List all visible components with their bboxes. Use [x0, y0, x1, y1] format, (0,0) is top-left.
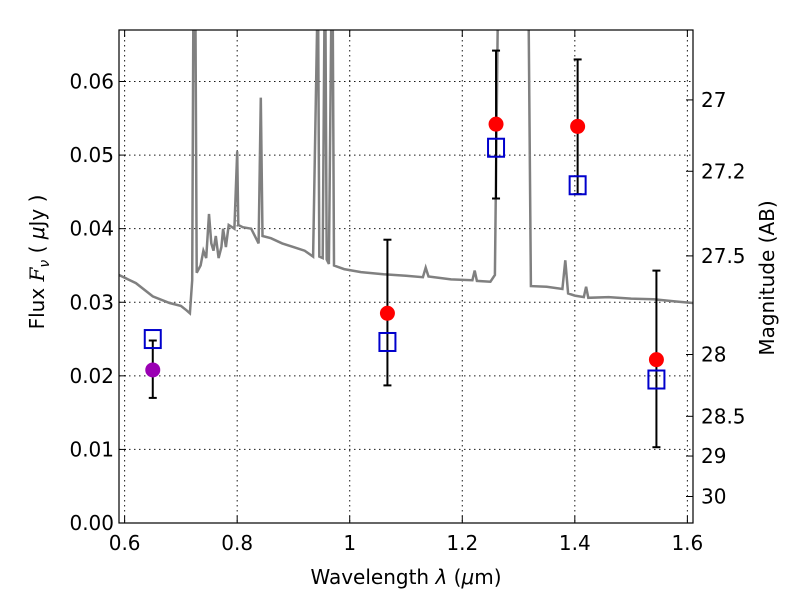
y2-tick-label: 27	[701, 88, 726, 112]
observed-points	[145, 116, 664, 378]
y2-tick-label: 27.2	[701, 159, 746, 183]
y2-axis-label: Magnitude (AB)	[755, 200, 779, 355]
x-tick-label: 1.6	[671, 531, 703, 555]
x-tick-label: 1.2	[446, 531, 478, 555]
x-tick-label: 0.8	[221, 531, 253, 555]
y-tick-label: 0.01	[69, 437, 114, 461]
x-tick-label: 1	[343, 531, 356, 555]
observed-point	[145, 362, 161, 378]
observed-point	[488, 116, 504, 132]
y2-tick-label: 28	[701, 342, 726, 366]
x-tick-label: 0.6	[109, 531, 141, 555]
y-tick-label: 0.00	[69, 511, 114, 535]
y2-tick-label: 29	[701, 444, 726, 468]
model-photometry-square	[143, 329, 162, 350]
y2-tick-label: 30	[701, 485, 726, 509]
model-photometry-square	[487, 137, 506, 158]
error-bars	[148, 49, 661, 449]
model-photometry-square	[647, 369, 666, 390]
model-photometry-square	[568, 175, 587, 196]
y-tick-label: 0.06	[69, 70, 114, 94]
y-tick-label: 0.04	[69, 217, 114, 241]
y-axis-label: Flux Fν ( μJy )	[25, 195, 53, 330]
y2-tick-label: 27.5	[701, 244, 746, 268]
y-tick-label: 0.03	[69, 290, 114, 314]
observed-point	[648, 352, 664, 368]
x-axis-label: Wavelength λ (μm)	[310, 565, 501, 589]
observed-point	[379, 305, 395, 321]
x-tick-label: 1.4	[559, 531, 591, 555]
y-tick-label: 0.05	[69, 143, 114, 167]
model-photometry-squares	[143, 137, 666, 390]
plot-frame	[118, 29, 694, 524]
model-photometry-square	[378, 331, 397, 352]
observed-point	[570, 118, 586, 134]
model-spectrum-line	[119, 30, 693, 316]
y2-tick-label: 28.5	[701, 404, 746, 428]
ticks: 0.6 0.8 1 1.2 1.4 1.6 0.00 0.01 0.02 0.03 0.04 0.05…	[69, 30, 746, 555]
y-tick-label: 0.02	[69, 364, 114, 388]
